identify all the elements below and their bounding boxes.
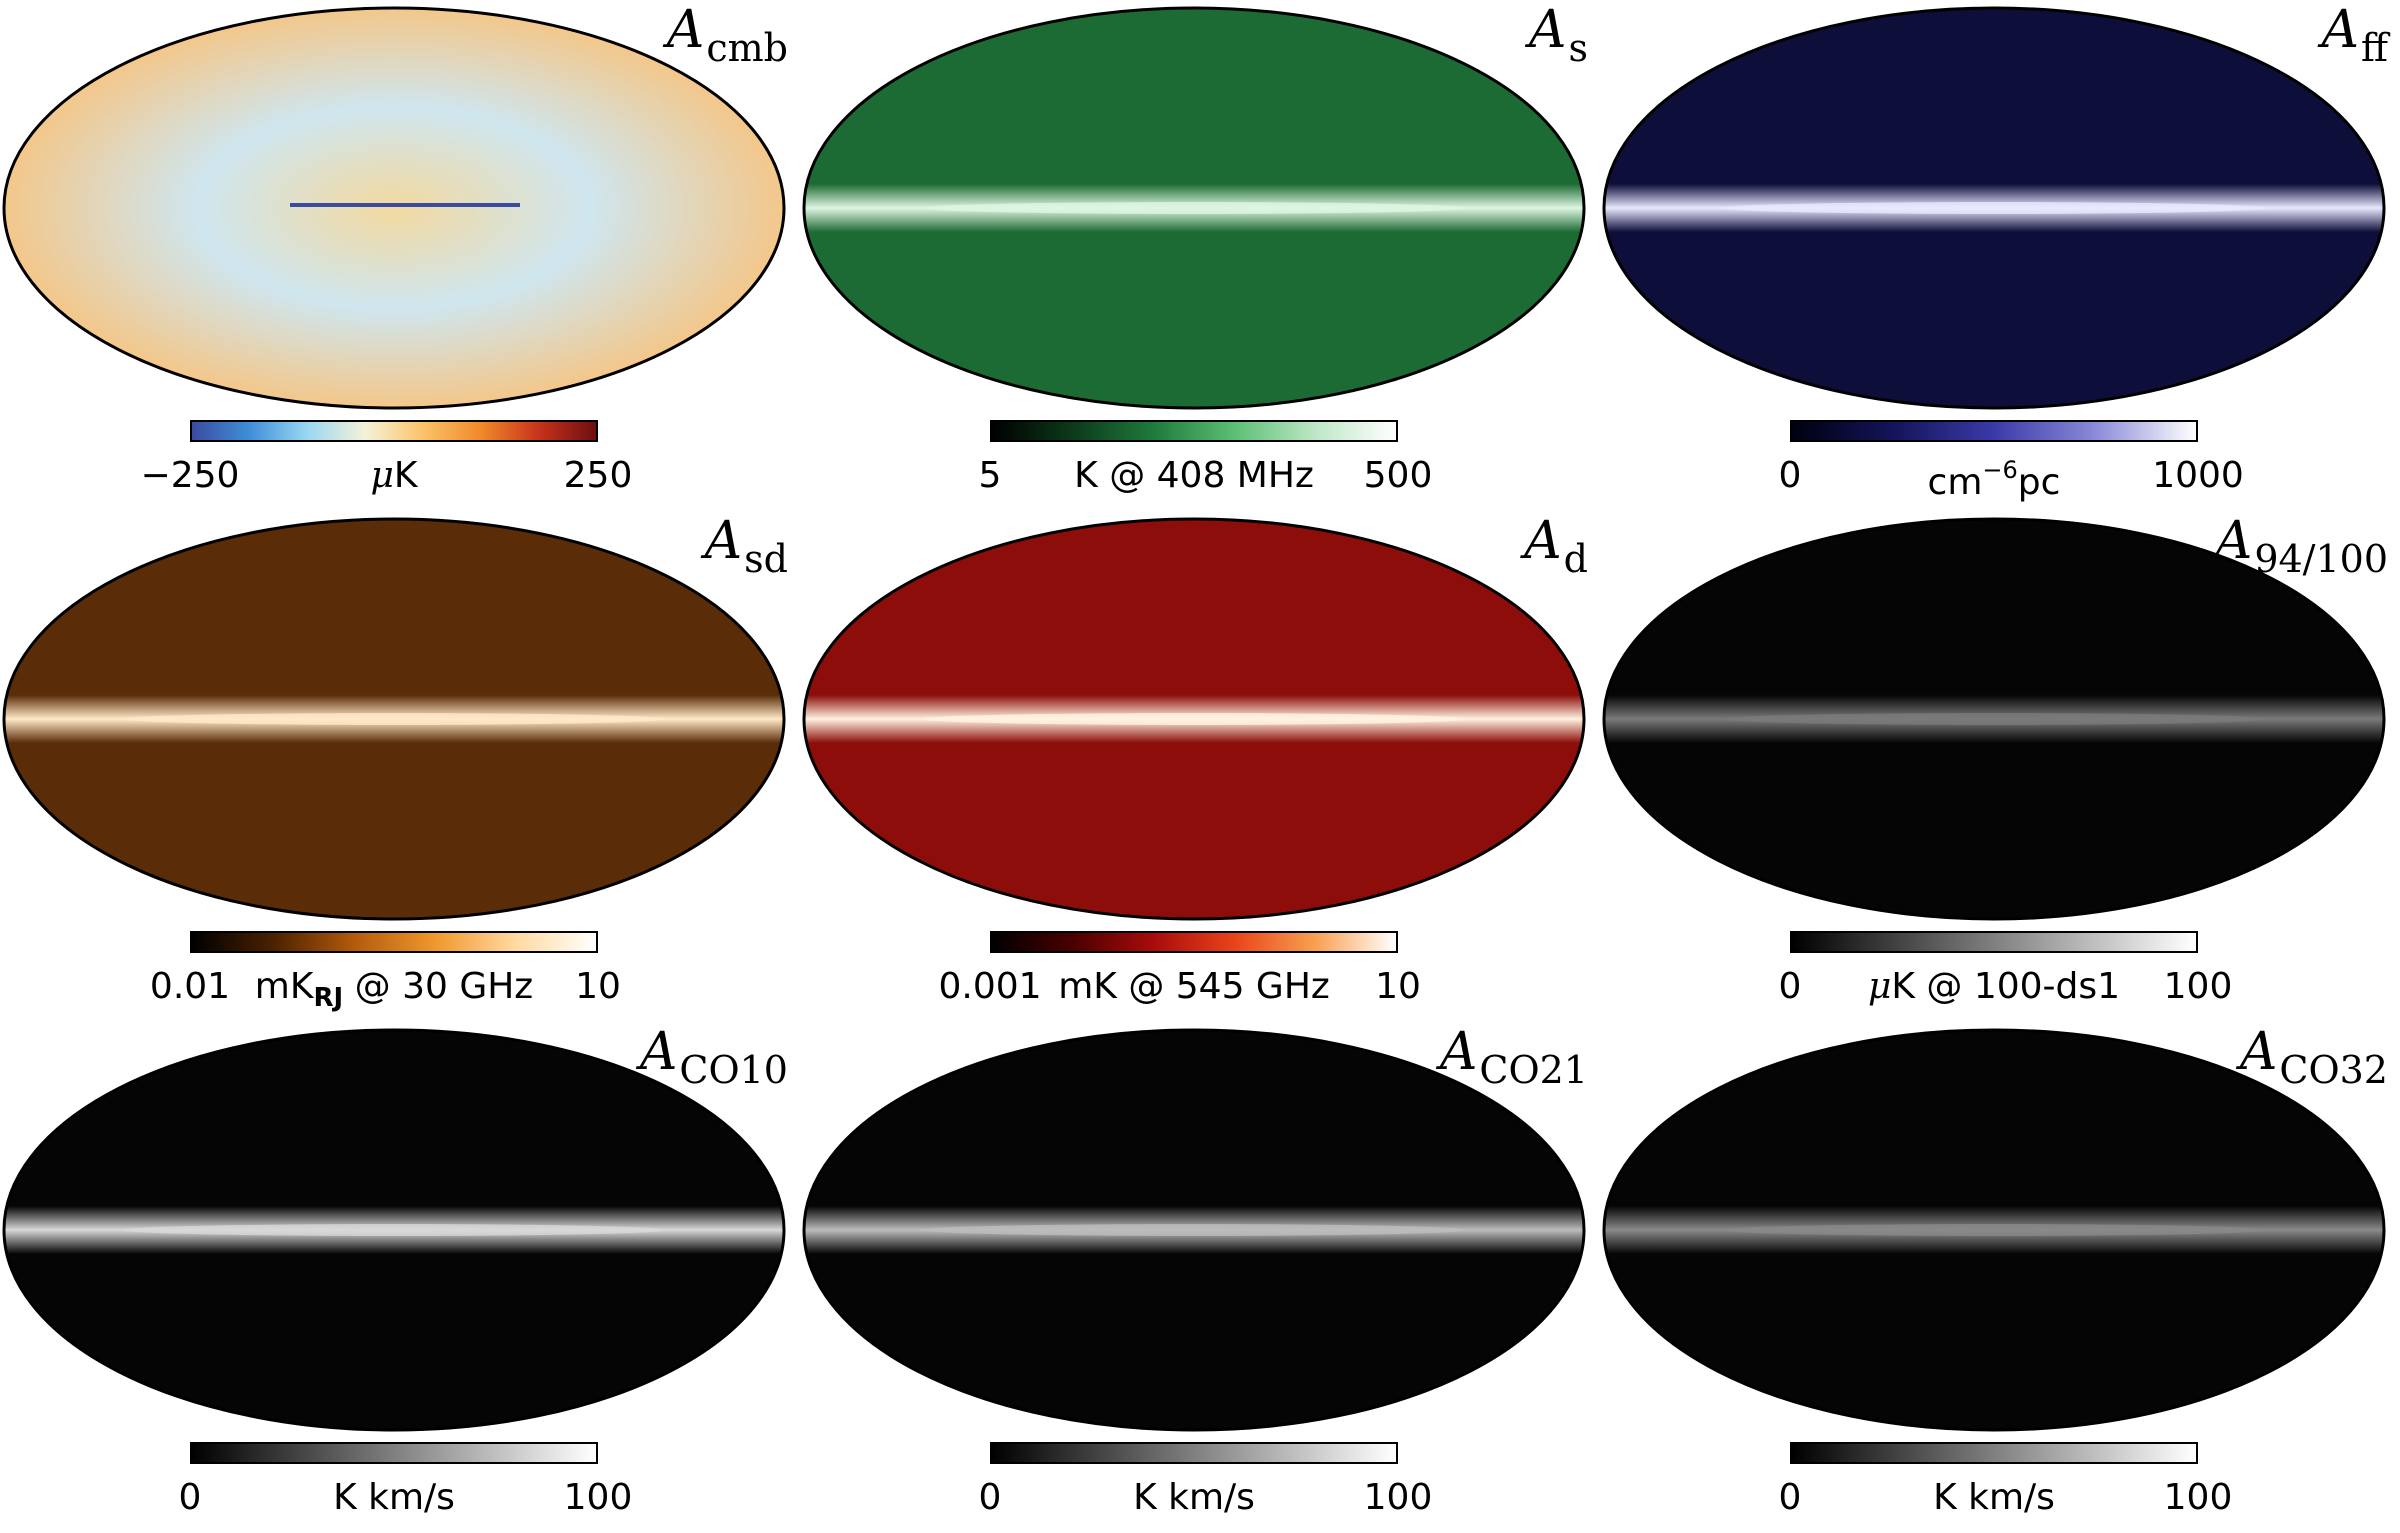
colorbar	[990, 931, 1398, 953]
panel-title: ACO32	[2239, 1022, 2388, 1092]
panel-title: Ad	[1524, 511, 1588, 581]
colorbar-min-label: 0	[178, 1477, 202, 1518]
panel-94-100: A94/100 0 μK @ 100-ds1 100	[1600, 511, 2400, 1022]
sky-map-co10	[2, 1028, 786, 1432]
colorbar-unit-label: mKRJ @ 30 GHz	[254, 966, 534, 1013]
sky-map-thermal-dust	[802, 517, 1586, 921]
sky-map-synchrotron	[802, 6, 1586, 410]
colorbar-max-label: 100	[2163, 1477, 2233, 1518]
colorbar-unit-label: μK	[370, 455, 418, 496]
panel-title: Acmb	[666, 0, 788, 70]
colorbar	[1790, 420, 2198, 442]
colorbar-unit-label: K km/s	[1933, 1477, 2055, 1518]
panel-title: Asd	[704, 511, 788, 581]
colorbar-min-label: 0	[978, 1477, 1002, 1518]
panel-spinning-dust: Asd 0.01 mKRJ @ 30 GHz 10	[0, 511, 800, 1022]
panel-synchrotron: As 5 K @ 408 MHz 500	[800, 0, 1600, 511]
panel-cmb: Acmb −250 μK 250	[0, 0, 800, 511]
colorbar-max-label: 100	[2163, 966, 2233, 1007]
panel-thermal-dust: Ad 0.001 mK @ 545 GHz 10	[800, 511, 1600, 1022]
colorbar	[1790, 1442, 2198, 1464]
colorbar-min-label: 5	[978, 455, 1002, 496]
sky-map-co32	[1602, 1028, 2386, 1432]
colorbar-max-label: 1000	[2152, 455, 2244, 496]
sky-map-ellipse	[2, 6, 786, 410]
colorbar-unit-label: K km/s	[333, 1477, 455, 1518]
colorbar-min-label: 0	[1778, 966, 1802, 1007]
colorbar-unit-label: K km/s	[1133, 1477, 1255, 1518]
panel-co21: ACO21 0 K km/s 100	[800, 1022, 1600, 1533]
colorbar-max-label: 500	[1363, 455, 1433, 496]
panel-title: ACO10	[639, 1022, 788, 1092]
colorbar	[190, 931, 598, 953]
colorbar-min-label: 0.01	[149, 966, 231, 1007]
colorbar	[1790, 931, 2198, 953]
colorbar-min-label: 0	[1778, 455, 1802, 496]
sky-map-94-100	[1602, 517, 2386, 921]
colorbar-min-label: 0	[1778, 1477, 1802, 1518]
colorbar	[990, 420, 1398, 442]
panel-title: As	[1528, 0, 1588, 70]
galactic-plane-band	[921, 713, 1467, 725]
panel-title: A94/100	[2214, 511, 2388, 581]
galactic-plane-band	[921, 202, 1467, 214]
panel-co32: ACO32 0 K km/s 100	[1600, 1022, 2400, 1533]
sky-map-co21	[802, 1028, 1586, 1432]
colorbar-max-label: 100	[1363, 1477, 1433, 1518]
galactic-plane-band	[1721, 713, 2267, 725]
colorbar-unit-label: K @ 408 MHz	[1074, 455, 1314, 496]
colorbar-max-label: 100	[563, 1477, 633, 1518]
galactic-plane-band	[921, 1224, 1467, 1236]
colorbar-max-label: 250	[563, 455, 633, 496]
panel-free-free: Aff 0 cm−6pc 1000	[1600, 0, 2400, 511]
colorbar	[190, 1442, 598, 1464]
colorbar-unit-label: μK @ 100-ds1	[1867, 966, 2121, 1007]
panel-title: Aff	[2321, 0, 2388, 70]
galactic-plane-band	[1721, 1224, 2267, 1236]
sky-map-free-free	[1602, 6, 2386, 410]
sky-map-cmb	[2, 6, 786, 410]
colorbar-min-label: −250	[140, 455, 240, 496]
panel-title: ACO21	[1439, 1022, 1588, 1092]
colorbar-unit-label: cm−6pc	[1927, 456, 2061, 503]
colorbar	[190, 420, 598, 442]
galactic-plane-band	[121, 713, 667, 725]
colorbar-max-label: 10	[1375, 966, 1421, 1007]
colorbar-min-label: 0.001	[938, 966, 1042, 1007]
colorbar-unit-label: mK @ 545 GHz	[1058, 966, 1330, 1007]
colorbar-max-label: 10	[575, 966, 621, 1007]
galactic-plane-band	[1721, 202, 2267, 214]
galactic-plane-band	[121, 1224, 667, 1236]
colorbar	[990, 1442, 1398, 1464]
panel-co10: ACO10 0 K km/s 100	[0, 1022, 800, 1533]
sky-map-spinning-dust	[2, 517, 786, 921]
